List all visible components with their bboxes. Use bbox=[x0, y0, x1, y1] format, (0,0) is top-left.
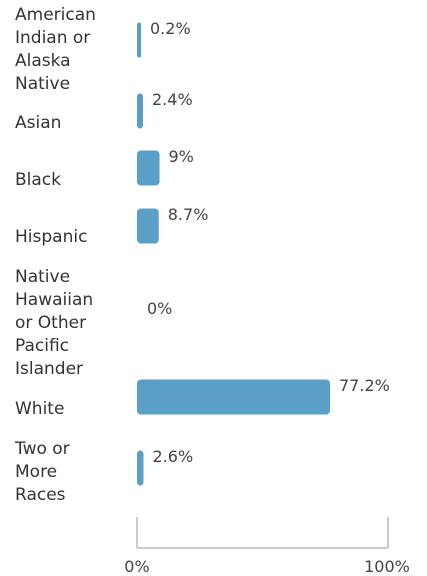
chart-row: Native Hawaiian or Other Pacific Islander 0% bbox=[15, 267, 172, 379]
category-label: Native Hawaiian or Other Pacific Islander bbox=[15, 267, 93, 379]
category-label-line: Pacific bbox=[15, 336, 69, 356]
bar bbox=[137, 93, 143, 129]
chart-row: American Indian or Alaska Native 0.2% bbox=[15, 5, 191, 94]
bar bbox=[137, 150, 160, 186]
chart-rows: American Indian or Alaska Native 0.2% Asian 2.… bbox=[14, 5, 390, 505]
data-label: 8.7% bbox=[168, 205, 209, 224]
category-label-line: White bbox=[15, 399, 64, 419]
category-label-line: Black bbox=[15, 170, 61, 190]
category-label-line: Two or bbox=[14, 439, 70, 459]
category-label-line: Indian or bbox=[15, 28, 90, 48]
data-label: 0% bbox=[147, 299, 172, 318]
data-label: 9% bbox=[169, 147, 194, 166]
x-tick-label-max: 100% bbox=[364, 557, 410, 576]
bar bbox=[137, 22, 141, 58]
category-label: American Indian or Alaska Native bbox=[15, 5, 96, 94]
bar bbox=[137, 379, 330, 415]
chart-row: White 77.2% bbox=[15, 376, 390, 419]
category-label-line: Hispanic bbox=[15, 227, 87, 247]
category-label-line: or Other bbox=[15, 313, 86, 333]
category-label: Black bbox=[15, 170, 61, 190]
chart-row: Asian 2.4% bbox=[15, 90, 193, 133]
data-label: 2.6% bbox=[153, 447, 194, 466]
category-label-line: Races bbox=[15, 485, 66, 505]
bar bbox=[137, 450, 144, 486]
chart-row: Black 9% bbox=[15, 147, 194, 190]
category-label-line: Alaska bbox=[15, 51, 71, 71]
bar bbox=[137, 208, 159, 244]
category-label-line: Asian bbox=[15, 113, 61, 133]
category-label: Hispanic bbox=[15, 227, 87, 247]
category-label-line: Native bbox=[15, 74, 70, 94]
chart-row: Hispanic 8.7% bbox=[15, 205, 208, 247]
data-label: 0.2% bbox=[150, 19, 191, 38]
category-label: Asian bbox=[15, 113, 61, 133]
category-label-line: American bbox=[15, 5, 96, 25]
category-label-line: Native bbox=[15, 267, 70, 287]
x-axis: 0% 100% bbox=[124, 517, 410, 576]
category-label: Two or More Races bbox=[14, 439, 70, 505]
category-label-line: Hawaiian bbox=[15, 290, 93, 310]
chart-row: Two or More Races 2.6% bbox=[14, 439, 193, 505]
category-label-line: More bbox=[15, 462, 57, 482]
x-tick-label-min: 0% bbox=[124, 557, 149, 576]
data-label: 77.2% bbox=[339, 376, 390, 395]
data-label: 2.4% bbox=[152, 90, 193, 109]
category-label-line: Islander bbox=[15, 359, 83, 379]
category-label: White bbox=[15, 399, 64, 419]
